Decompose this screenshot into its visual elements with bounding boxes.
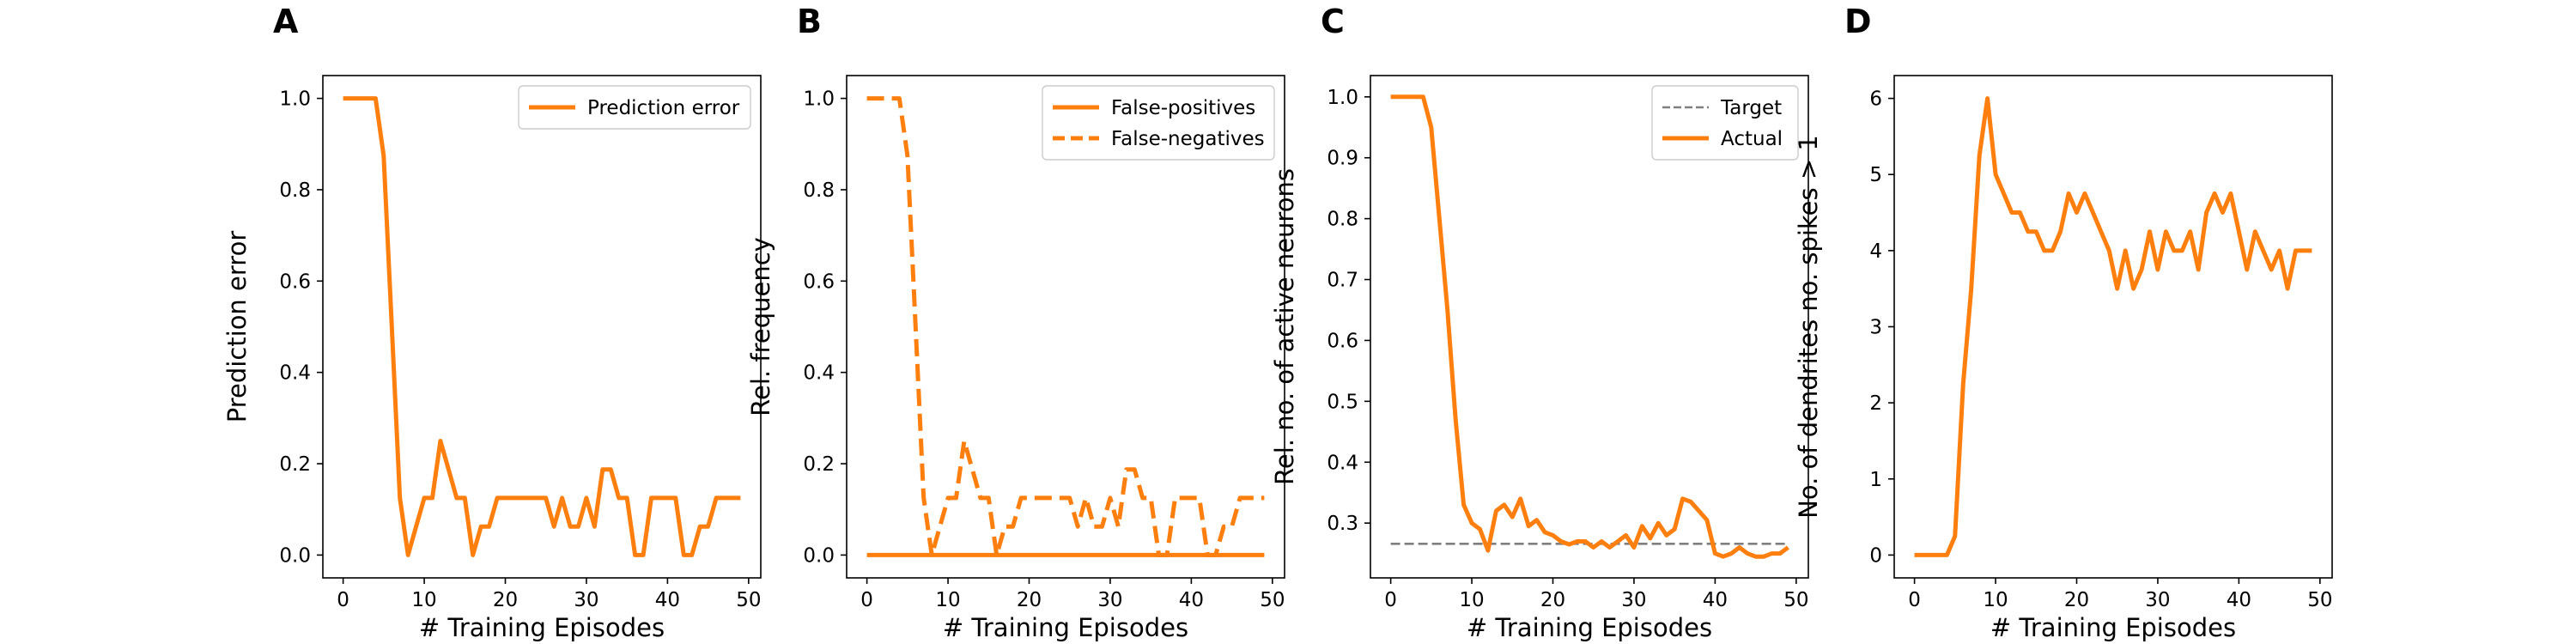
x-tick-label: 20	[1017, 589, 1042, 611]
x-tick-label: 50	[736, 589, 761, 611]
x-tick-label: 0	[337, 589, 349, 611]
y-axis-label: Rel. frequency	[746, 237, 775, 416]
y-tick-label: 0.6	[279, 270, 311, 293]
series-line-prediction-error	[343, 96, 741, 557]
y-tick-label: 0.5	[1327, 391, 1358, 413]
x-tick-label: 10	[411, 589, 436, 611]
y-tick-label: 1.0	[803, 88, 835, 111]
y-axis-label: Prediction error	[222, 231, 252, 423]
x-tick-label: 0	[1384, 589, 1397, 611]
y-tick-label: 1.0	[279, 88, 311, 111]
x-tick-label: 10	[1983, 589, 2008, 611]
x-tick-label: 50	[2307, 589, 2332, 611]
x-tick-label: 40	[1703, 589, 1728, 611]
y-tick-label: 0.8	[1327, 209, 1358, 231]
x-tick-label: 10	[935, 589, 960, 611]
y-tick-label: 2	[1869, 392, 1882, 415]
axes-frame	[846, 75, 1285, 579]
x-tick-label: 50	[1783, 589, 1808, 611]
panel-B: B 0 10 20 30 40 50 0.0 0.2 0.4 0.6 0.8 1.0 # Training…	[746, 3, 1285, 642]
axes-frame	[322, 75, 762, 579]
legend-label: Actual	[1721, 128, 1783, 150]
y-tick-label: 0.4	[1327, 452, 1358, 474]
y-tick-label: 0.9	[1327, 148, 1358, 170]
y-tick-label: 0.2	[279, 453, 311, 476]
x-tick-label: 20	[2064, 589, 2089, 611]
panel-D: D 0 10 20 30 40 50 0 1 2 3 4 5 6 # Training Episodes No…	[1794, 3, 2333, 642]
y-tick-label: 0.7	[1327, 270, 1358, 292]
y-tick-label: 1.0	[1327, 87, 1358, 109]
legend-box	[518, 85, 751, 130]
legend: Target Actual	[1651, 85, 1799, 161]
y-tick-label: 0	[1869, 544, 1882, 567]
panel-letter: D	[1844, 3, 1872, 40]
x-axis-label: # Training Episodes	[1467, 613, 1712, 642]
y-tick-label: 3	[1869, 317, 1882, 339]
x-tick-label: 20	[493, 589, 518, 611]
y-tick-label: 0.8	[803, 179, 835, 202]
x-tick-label: 30	[2145, 589, 2170, 611]
legend-label: Target	[1720, 97, 1782, 119]
series-line-actual	[1390, 94, 1789, 559]
y-tick-label: 0.0	[279, 544, 311, 567]
panel-letter: B	[797, 3, 822, 40]
legend-label: False-positives	[1111, 97, 1255, 119]
legend-label: False-negatives	[1111, 128, 1265, 150]
legend-box	[1651, 85, 1799, 161]
y-tick-label: 6	[1869, 88, 1882, 111]
legend: Prediction error	[518, 85, 751, 130]
axes-frame	[1370, 75, 1809, 579]
x-tick-label: 40	[655, 589, 680, 611]
x-tick-label: 40	[1179, 589, 1204, 611]
y-tick-label: 0.4	[803, 362, 835, 385]
x-axis-label: # Training Episodes	[943, 613, 1188, 642]
y-tick-label: 0.3	[1327, 513, 1358, 535]
x-tick-label: 20	[1540, 589, 1565, 611]
x-axis-label: # Training Episodes	[419, 613, 665, 642]
x-tick-label: 30	[1097, 589, 1122, 611]
x-axis-label: # Training Episodes	[1990, 613, 2236, 642]
legend: False-positives False-negatives	[1042, 85, 1275, 161]
y-tick-label: 0.6	[1327, 330, 1358, 352]
legend-label: Prediction error	[587, 97, 740, 119]
y-tick-label: 1	[1869, 469, 1882, 491]
panel-C: C 0 10 20 30 40 50 0.3 0.4 0.5 0.6 0.7 0.8 0.9 1.0 # Tr…	[1270, 3, 1809, 642]
x-tick-label: 10	[1459, 589, 1484, 611]
x-tick-label: 40	[2227, 589, 2251, 611]
x-tick-label: 30	[574, 589, 598, 611]
x-tick-label: 30	[1621, 589, 1646, 611]
y-axis-label: Rel. no. of active neurons	[1270, 168, 1299, 485]
x-tick-label: 0	[860, 589, 873, 611]
y-tick-label: 0.8	[279, 179, 311, 202]
series-line-false-negatives	[866, 96, 1265, 557]
x-tick-label: 0	[1908, 589, 1921, 611]
x-tick-label: 50	[1260, 589, 1285, 611]
y-tick-label: 4	[1869, 240, 1882, 263]
axes-frame	[1893, 75, 2333, 579]
series-line-main	[1914, 96, 2312, 557]
panel-A: A 0 10 20 30 40 50 0.0 0.2 0.4 0.6 0.8 1.0 # Training…	[222, 3, 762, 642]
y-tick-label: 5	[1869, 164, 1882, 186]
y-tick-label: 0.4	[279, 362, 311, 385]
y-tick-label: 0.6	[803, 270, 835, 293]
y-tick-label: 0.2	[803, 453, 835, 476]
y-axis-label: No. of dendrites no. spikes > 1	[1794, 135, 1823, 519]
panel-letter: A	[273, 3, 299, 40]
legend-box	[1042, 85, 1275, 161]
panel-letter: C	[1321, 3, 1345, 40]
y-tick-label: 0.0	[803, 544, 835, 567]
